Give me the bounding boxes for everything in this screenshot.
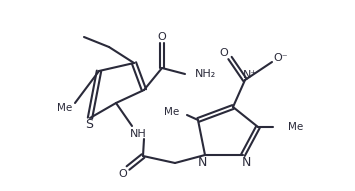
Text: O: O: [119, 169, 127, 179]
Text: N: N: [241, 156, 251, 169]
Text: NH₂: NH₂: [195, 69, 216, 79]
Text: Me: Me: [58, 103, 73, 113]
Text: NH: NH: [130, 129, 146, 139]
Text: Me: Me: [164, 107, 180, 117]
Text: O⁻: O⁻: [274, 53, 288, 63]
Text: N⁺: N⁺: [243, 70, 257, 80]
Text: Me: Me: [288, 122, 303, 132]
Text: N: N: [197, 156, 207, 169]
Text: O: O: [158, 32, 166, 42]
Text: S: S: [85, 118, 93, 131]
Text: O: O: [220, 48, 228, 58]
